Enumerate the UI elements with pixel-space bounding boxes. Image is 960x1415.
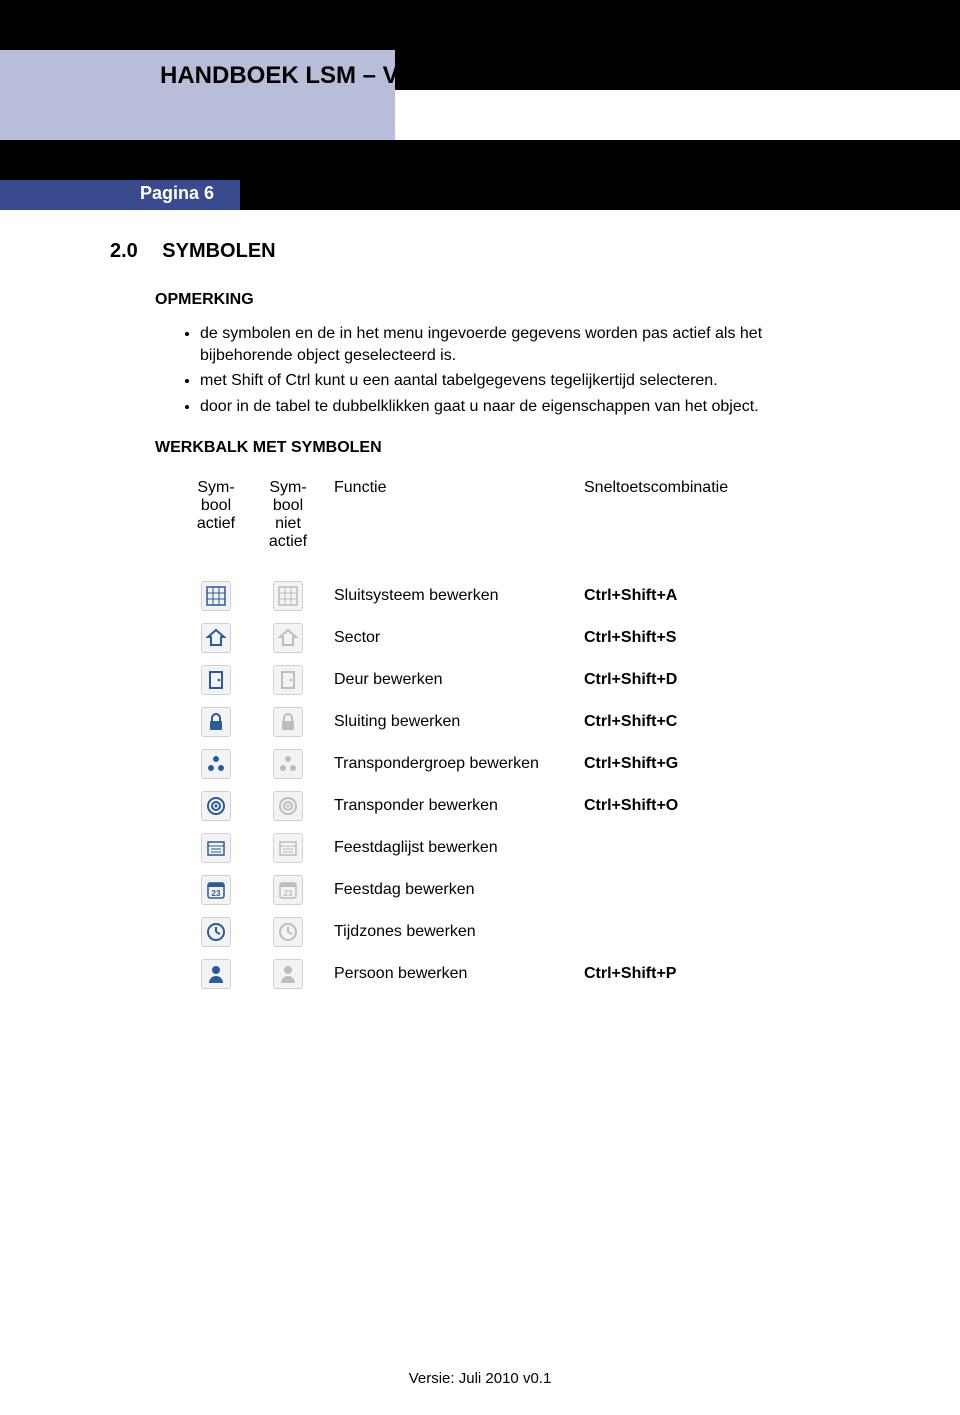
cell-icon-active (180, 917, 252, 947)
table-row: SectorCtrl+Shift+S (180, 617, 870, 659)
table-row: Sluiting bewerkenCtrl+Shift+C (180, 701, 870, 743)
person-icon-inactive (273, 959, 303, 989)
target-icon (201, 791, 231, 821)
cell-functie: Sluitsysteem bewerken (324, 587, 584, 605)
cell-functie: Tijdzones bewerken (324, 923, 584, 941)
cell-icon-inactive (252, 959, 324, 989)
door-icon (201, 665, 231, 695)
clock-icon-inactive (273, 917, 303, 947)
table-row: Feestdaglijst bewerken (180, 827, 870, 869)
cell-functie: Deur bewerken (324, 671, 584, 689)
cell-icon-active (180, 959, 252, 989)
cell-functie: Transponder bewerken (324, 797, 584, 815)
cell-icon-inactive (252, 665, 324, 695)
house-icon-inactive (273, 623, 303, 653)
group3-icon-inactive (273, 749, 303, 779)
table-row: Sluitsysteem bewerkenCtrl+Shift+A (180, 575, 870, 617)
cell-icon-active (180, 665, 252, 695)
table-header: Sym-boolactief Sym-boolnietactief Functi… (180, 479, 870, 551)
cell-icon-inactive (252, 749, 324, 779)
cell-icon-inactive (252, 833, 324, 863)
subheading-opmerking: OPMERKING (155, 291, 870, 309)
bullet-item: door in de tabel te dubbelklikken gaat u… (200, 396, 840, 418)
page-label: Pagina 6 (140, 183, 214, 204)
cell-icon-active (180, 707, 252, 737)
cell-functie: Sluiting bewerken (324, 713, 584, 731)
cell-functie: Feestdag bewerken (324, 881, 584, 899)
th-functie: Functie (324, 479, 584, 551)
cell-icon-inactive (252, 791, 324, 821)
lock-icon-inactive (273, 707, 303, 737)
cell-icon-active (180, 581, 252, 611)
section-number: 2.0 (110, 240, 138, 263)
door-icon-inactive (273, 665, 303, 695)
document-title: HANDBOEK LSM – VN-SERVER (160, 62, 522, 90)
table-row: Persoon bewerkenCtrl+Shift+P (180, 953, 870, 995)
lock-icon (201, 707, 231, 737)
cell-icon-inactive (252, 917, 324, 947)
listcal-icon-inactive (273, 833, 303, 863)
cell-functie: Persoon bewerken (324, 965, 584, 983)
listcal-icon (201, 833, 231, 863)
bullet-item: met Shift of Ctrl kunt u een aantal tabe… (200, 370, 840, 392)
cell-functie: Sector (324, 629, 584, 647)
th-symbool-actief: Sym-boolactief (180, 479, 252, 551)
group3-icon (201, 749, 231, 779)
bullet-list: de symbolen en de in het menu ingevoerde… (200, 323, 840, 417)
cell-icon-active (180, 623, 252, 653)
person-icon (201, 959, 231, 989)
table-row: Deur bewerkenCtrl+Shift+D (180, 659, 870, 701)
cal23-icon-inactive: 23 (273, 875, 303, 905)
cell-shortcut: Ctrl+Shift+C (584, 713, 814, 731)
th-sneltoets: Sneltoetscombinatie (584, 479, 814, 551)
cell-shortcut: Ctrl+Shift+S (584, 629, 814, 647)
svg-text:23: 23 (212, 889, 221, 898)
cell-icon-active (180, 791, 252, 821)
table-row: Transponder bewerkenCtrl+Shift+O (180, 785, 870, 827)
grid-icon (201, 581, 231, 611)
cell-shortcut: Ctrl+Shift+O (584, 797, 814, 815)
cell-shortcut: Ctrl+Shift+P (584, 965, 814, 983)
footer-version: Versie: Juli 2010 v0.1 (0, 1370, 960, 1387)
cell-shortcut: Ctrl+Shift+A (584, 587, 814, 605)
cell-icon-inactive: 23 (252, 875, 324, 905)
table-body: Sluitsysteem bewerkenCtrl+Shift+ASectorC… (180, 575, 870, 995)
cell-icon-active (180, 749, 252, 779)
grid-icon-inactive (273, 581, 303, 611)
cal23-icon: 23 (201, 875, 231, 905)
bullet-item: de symbolen en de in het menu ingevoerde… (200, 323, 840, 366)
cell-shortcut: Ctrl+Shift+D (584, 671, 814, 689)
clock-icon (201, 917, 231, 947)
cell-icon-active (180, 833, 252, 863)
cell-icon-active: 23 (180, 875, 252, 905)
target-icon-inactive (273, 791, 303, 821)
table-row: Tijdzones bewerken (180, 911, 870, 953)
subheading-werkbalk: WERKBALK MET SYMBOLEN (155, 439, 870, 457)
symbol-table: Sym-boolactief Sym-boolnietactief Functi… (180, 479, 870, 995)
table-row: 23 23 Feestdag bewerken (180, 869, 870, 911)
table-row: Transpondergroep bewerkenCtrl+Shift+G (180, 743, 870, 785)
cell-shortcut: Ctrl+Shift+G (584, 755, 814, 773)
cell-icon-inactive (252, 707, 324, 737)
house-icon (201, 623, 231, 653)
section-title: SYMBOLEN (162, 240, 275, 263)
th-symbool-niet-actief: Sym-boolnietactief (252, 479, 324, 551)
cell-functie: Feestdaglijst bewerken (324, 839, 584, 857)
content-area: 2.0 SYMBOLEN OPMERKING de symbolen en de… (110, 240, 870, 995)
cell-icon-inactive (252, 623, 324, 653)
cell-icon-inactive (252, 581, 324, 611)
cell-functie: Transpondergroep bewerken (324, 755, 584, 773)
svg-text:23: 23 (284, 889, 293, 898)
